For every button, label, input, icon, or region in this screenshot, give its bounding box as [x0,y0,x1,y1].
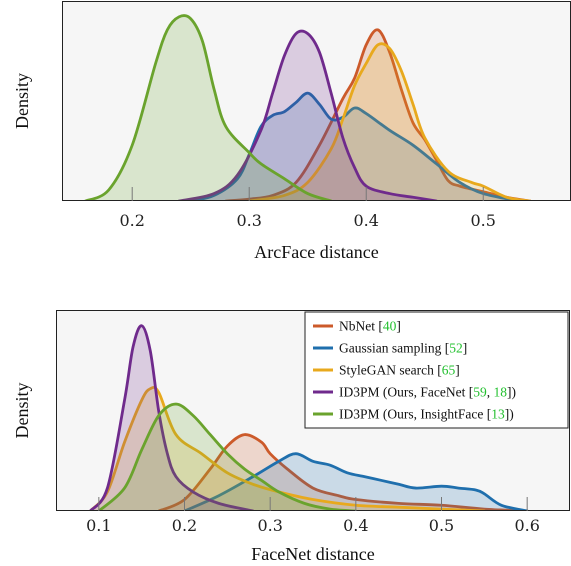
density-area-gaussian [184,453,528,511]
x-axis-title: ArcFace distance [254,242,378,262]
density-line-id3pm_facenet [88,324,255,511]
density-area-nbnet [158,434,528,511]
density-area-id3pm_insightface [85,15,332,201]
x-tick-label: 0.6 [514,516,539,535]
x-tick-label: 0.4 [354,211,379,230]
citation-link[interactable]: 18 [493,385,507,400]
citation-link[interactable]: 59 [473,385,487,400]
chart-panel-2: 0.1 0.2 0.3 0.4 0.5 0.6 FaceNet distance Densit… [12,310,570,564]
legend-label-gaussian: Gaussian sampling [52] [339,341,467,356]
density-area-gaussian [190,93,519,201]
x-tick-label: 0.5 [429,516,454,535]
legend-label-nbnet: NbNet [40] [339,319,401,334]
density-line-nbnet [224,28,532,201]
density-area-id3pm_facenet [179,31,437,201]
x-tick-label: 0.5 [471,211,496,230]
x-tick-label: 0.3 [236,211,261,230]
density-line-id3pm_insightface [97,402,358,511]
series-group [84,14,532,201]
x-tick-label: 0.4 [343,516,368,535]
chart-panel-1: 0.2 0.3 0.4 0.5 ArcFace distance Density [12,1,571,262]
legend: NbNet [40] Gaussian sampling [52] StyleGAN… [304,311,569,429]
x-axis-title: FaceNet distance [251,544,374,564]
citation-link[interactable]: 52 [449,341,463,356]
legend-label-stylegan: StyleGAN search [65] [339,363,460,378]
series-group [88,324,529,511]
legend-box [304,311,569,429]
y-axis-title: Density [12,73,32,129]
density-area-stylegan [90,387,485,511]
x-tick-label: 0.1 [86,516,111,535]
citation-link[interactable]: 40 [383,319,397,334]
x-tick-label: 0.2 [119,211,144,230]
density-line-nbnet [157,433,529,511]
citation-link[interactable]: 65 [442,363,456,378]
density-area-id3pm_facenet [90,325,254,511]
x-tick-label: 0.3 [257,516,282,535]
y-axis-title: Density [12,383,32,439]
plot-frame [56,310,570,511]
legend-label-id3pm_insightface: ID3PM (Ours, InsightFace [13]) [339,407,514,422]
x-tick-label: 0.2 [172,516,197,535]
density-line-stylegan [247,42,532,201]
density-line-id3pm_insightface [84,14,333,201]
density-line-stylegan [88,385,486,511]
density-area-id3pm_insightface [98,404,356,511]
density-line-gaussian [183,452,529,511]
citation-link[interactable]: 13 [491,407,505,422]
density-area-stylegan [249,43,531,201]
density-area-nbnet [225,29,531,201]
legend-label-id3pm_facenet: ID3PM (Ours, FaceNet [59, 18]) [339,385,516,400]
